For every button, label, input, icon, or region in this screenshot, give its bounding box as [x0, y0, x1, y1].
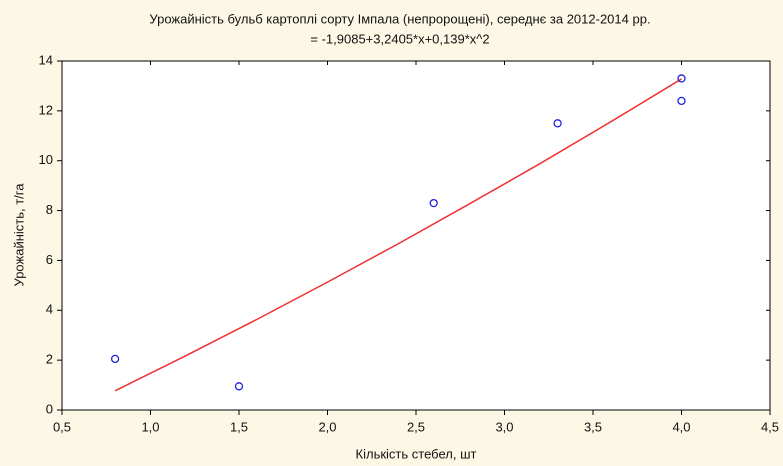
x-tick-label: 2,5 — [407, 419, 425, 434]
y-tick-label: 4 — [46, 302, 53, 317]
data-point — [234, 382, 244, 391]
x-tick-label: 3,5 — [584, 419, 602, 434]
plot-area — [61, 60, 771, 411]
y-tick-label: 12 — [39, 102, 53, 117]
x-tick-label: 4,5 — [761, 419, 779, 434]
x-tick-label: 2,0 — [318, 419, 336, 434]
x-tick-label: 0,5 — [53, 419, 71, 434]
chart-title: Урожайність бульб картоплі сорту Імпала … — [149, 11, 650, 26]
y-tick-label: 8 — [46, 202, 53, 217]
chart-subtitle: = -1,9085+3,2405*x+0,139*x^2 — [310, 31, 489, 46]
x-tick-label: 1,0 — [141, 419, 159, 434]
data-point — [110, 354, 120, 364]
data-point — [677, 74, 686, 83]
data-point — [677, 96, 686, 106]
y-tick-label: 6 — [46, 252, 53, 267]
data-point — [553, 119, 562, 128]
y-axis-label: Урожайність, т/га — [11, 183, 26, 287]
x-tick-label: 4,0 — [672, 419, 690, 434]
y-tick-label: 14 — [39, 52, 53, 67]
y-tick-label: 2 — [46, 352, 53, 367]
y-tick-label: 10 — [39, 152, 53, 167]
fit-line — [114, 78, 682, 392]
x-tick-label: 3,0 — [495, 419, 513, 434]
x-axis-label: Кількість стебел, шт — [356, 446, 477, 461]
y-tick-label: 0 — [46, 401, 53, 416]
x-tick-label: 1,5 — [230, 419, 248, 434]
data-point — [429, 198, 438, 208]
